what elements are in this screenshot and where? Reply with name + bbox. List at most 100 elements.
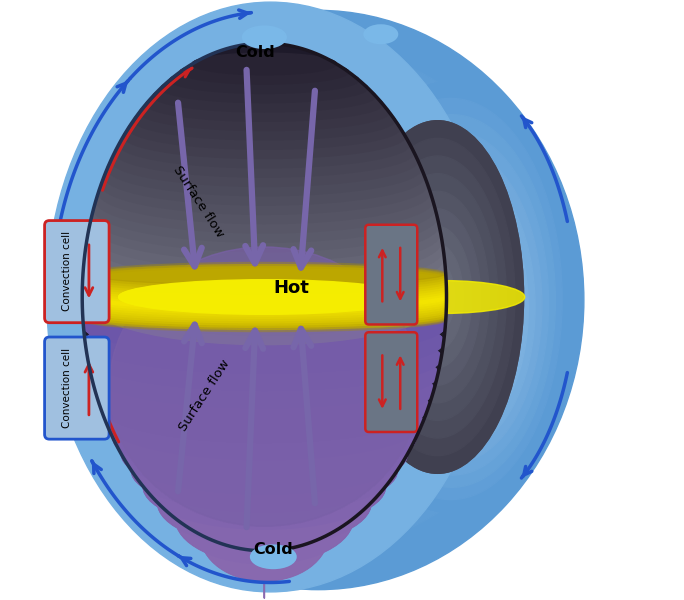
Ellipse shape — [109, 247, 419, 526]
Ellipse shape — [82, 267, 447, 320]
Text: Hot: Hot — [274, 279, 309, 297]
Ellipse shape — [192, 53, 337, 75]
Ellipse shape — [369, 156, 506, 438]
Ellipse shape — [97, 178, 432, 216]
Ellipse shape — [97, 178, 432, 217]
Ellipse shape — [95, 355, 434, 425]
Ellipse shape — [352, 121, 523, 473]
Ellipse shape — [403, 226, 472, 368]
Ellipse shape — [83, 271, 446, 294]
Ellipse shape — [83, 281, 446, 338]
Ellipse shape — [83, 267, 446, 290]
Ellipse shape — [82, 280, 447, 303]
Ellipse shape — [113, 400, 416, 477]
FancyBboxPatch shape — [44, 221, 109, 323]
Ellipse shape — [170, 67, 359, 94]
Ellipse shape — [306, 192, 421, 317]
Ellipse shape — [365, 25, 397, 43]
Ellipse shape — [458, 311, 474, 339]
Ellipse shape — [83, 300, 446, 323]
Ellipse shape — [109, 148, 420, 182]
Ellipse shape — [83, 307, 446, 328]
Ellipse shape — [83, 236, 446, 326]
Ellipse shape — [48, 4, 493, 590]
Ellipse shape — [174, 104, 500, 458]
Ellipse shape — [54, 12, 486, 582]
Ellipse shape — [146, 87, 383, 121]
Ellipse shape — [92, 193, 436, 233]
Ellipse shape — [82, 296, 447, 319]
Ellipse shape — [98, 161, 430, 224]
Ellipse shape — [111, 135, 418, 186]
Ellipse shape — [83, 251, 446, 304]
Ellipse shape — [113, 400, 416, 476]
Ellipse shape — [83, 272, 446, 293]
Ellipse shape — [87, 203, 442, 279]
Ellipse shape — [131, 430, 397, 511]
Ellipse shape — [378, 173, 498, 421]
Ellipse shape — [82, 287, 447, 308]
Ellipse shape — [83, 271, 446, 292]
Ellipse shape — [115, 128, 414, 176]
Ellipse shape — [82, 292, 447, 313]
Ellipse shape — [83, 302, 446, 325]
Ellipse shape — [143, 445, 386, 529]
Ellipse shape — [88, 326, 441, 391]
Text: Surface flow: Surface flow — [176, 358, 233, 434]
Ellipse shape — [363, 281, 525, 313]
Ellipse shape — [94, 176, 435, 242]
Ellipse shape — [360, 139, 515, 455]
Ellipse shape — [83, 282, 446, 338]
Ellipse shape — [82, 291, 447, 314]
Ellipse shape — [150, 88, 514, 484]
Ellipse shape — [85, 215, 444, 298]
Ellipse shape — [53, 11, 488, 584]
Ellipse shape — [82, 283, 447, 305]
Ellipse shape — [98, 162, 430, 223]
Ellipse shape — [342, 216, 399, 279]
FancyBboxPatch shape — [365, 332, 417, 432]
Ellipse shape — [125, 119, 404, 147]
Ellipse shape — [95, 356, 434, 424]
Text: Surface flow: Surface flow — [171, 163, 226, 239]
Ellipse shape — [88, 196, 440, 269]
Ellipse shape — [200, 488, 328, 581]
Ellipse shape — [198, 119, 486, 433]
Ellipse shape — [94, 175, 435, 242]
Ellipse shape — [82, 296, 447, 317]
Ellipse shape — [115, 64, 536, 522]
Ellipse shape — [82, 293, 447, 316]
Ellipse shape — [376, 164, 535, 451]
Ellipse shape — [96, 168, 433, 233]
Ellipse shape — [83, 230, 446, 316]
Ellipse shape — [187, 112, 492, 445]
Ellipse shape — [88, 326, 441, 390]
Ellipse shape — [222, 136, 471, 407]
FancyBboxPatch shape — [44, 337, 109, 439]
Ellipse shape — [83, 252, 446, 303]
Ellipse shape — [176, 473, 353, 564]
Ellipse shape — [394, 196, 522, 425]
Ellipse shape — [421, 245, 501, 389]
Ellipse shape — [104, 148, 425, 205]
Ellipse shape — [282, 176, 435, 343]
Ellipse shape — [131, 429, 397, 512]
Ellipse shape — [82, 279, 447, 300]
Ellipse shape — [358, 131, 549, 475]
Ellipse shape — [83, 309, 446, 330]
Ellipse shape — [90, 188, 439, 261]
Ellipse shape — [88, 195, 440, 270]
Ellipse shape — [133, 100, 395, 140]
Ellipse shape — [51, 8, 490, 586]
Ellipse shape — [85, 311, 444, 373]
Ellipse shape — [123, 115, 406, 158]
Ellipse shape — [83, 262, 446, 285]
Ellipse shape — [118, 281, 410, 313]
Ellipse shape — [385, 180, 528, 438]
Ellipse shape — [259, 160, 449, 368]
Ellipse shape — [109, 148, 420, 182]
Ellipse shape — [318, 200, 414, 304]
Ellipse shape — [86, 222, 443, 269]
Ellipse shape — [139, 80, 521, 497]
Ellipse shape — [354, 224, 392, 266]
